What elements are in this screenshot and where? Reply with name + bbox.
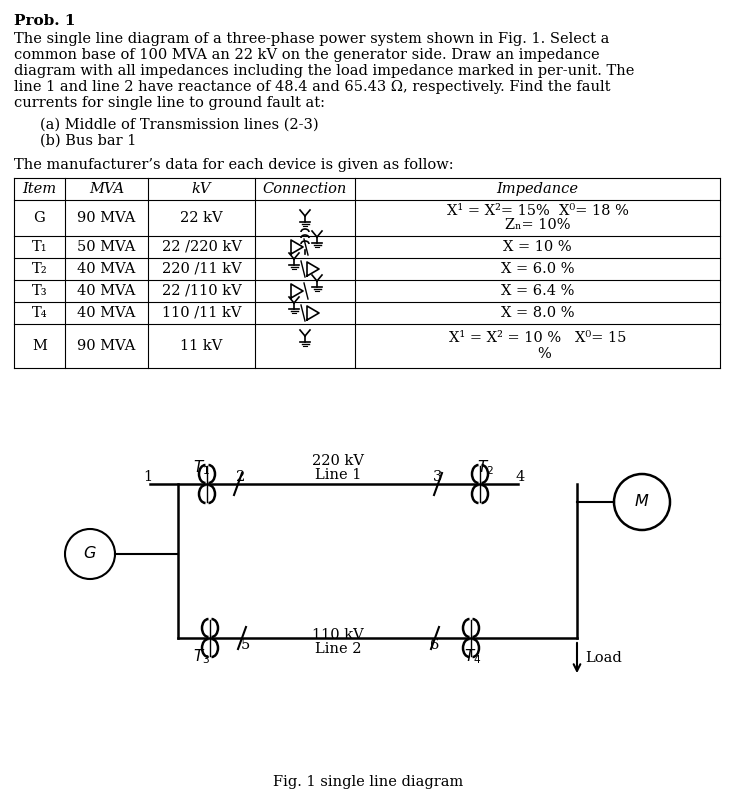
Text: $M$: $M$ xyxy=(634,494,650,511)
Text: $T_2$: $T_2$ xyxy=(476,458,494,477)
Text: T₁: T₁ xyxy=(32,240,47,254)
Text: Zₙ= 10%: Zₙ= 10% xyxy=(505,218,570,232)
Text: The single line diagram of a three-phase power system shown in Fig. 1. Select a: The single line diagram of a three-phase… xyxy=(14,32,609,46)
Text: 6: 6 xyxy=(431,638,439,652)
Text: common base of 100 MVA an 22 kV on the generator side. Draw an impedance: common base of 100 MVA an 22 kV on the g… xyxy=(14,48,600,62)
Text: 40 MVA: 40 MVA xyxy=(77,262,135,276)
Text: 90 MVA: 90 MVA xyxy=(77,211,135,225)
Text: diagram with all impedances including the load impedance marked in per-unit. The: diagram with all impedances including th… xyxy=(14,64,634,78)
Text: The manufacturer’s data for each device is given as follow:: The manufacturer’s data for each device … xyxy=(14,158,453,172)
Text: (b) Bus bar 1: (b) Bus bar 1 xyxy=(40,134,136,148)
Text: kV: kV xyxy=(192,182,211,196)
Text: Item: Item xyxy=(22,182,57,196)
Text: Connection: Connection xyxy=(263,182,347,196)
Text: $T_3$: $T_3$ xyxy=(194,647,210,666)
Text: currents for single line to ground fault at:: currents for single line to ground fault… xyxy=(14,96,325,110)
Text: T₄: T₄ xyxy=(32,306,47,320)
Text: 50 MVA: 50 MVA xyxy=(77,240,135,254)
Text: %: % xyxy=(537,347,551,361)
Text: $G$: $G$ xyxy=(83,545,97,562)
Text: Line 2: Line 2 xyxy=(315,642,361,656)
Text: 220 kV: 220 kV xyxy=(312,454,364,468)
Text: X¹ = X² = 10 %   X⁰= 15: X¹ = X² = 10 % X⁰= 15 xyxy=(449,331,626,345)
Text: G: G xyxy=(34,211,46,225)
Text: 1: 1 xyxy=(144,470,152,484)
Text: T₃: T₃ xyxy=(32,284,47,298)
Text: Fig. 1 single line diagram: Fig. 1 single line diagram xyxy=(273,775,463,789)
Text: $T_4$: $T_4$ xyxy=(464,647,482,666)
Text: 2: 2 xyxy=(236,470,246,484)
Text: MVA: MVA xyxy=(89,182,124,196)
Text: 22 /220 kV: 22 /220 kV xyxy=(161,240,241,254)
Text: 220 /11 kV: 220 /11 kV xyxy=(162,262,241,276)
Text: X = 6.0 %: X = 6.0 % xyxy=(500,262,574,276)
Text: 22 kV: 22 kV xyxy=(180,211,223,225)
Text: (a) Middle of Transmission lines (2-3): (a) Middle of Transmission lines (2-3) xyxy=(40,118,319,132)
Text: 4: 4 xyxy=(515,470,525,484)
Text: 22 /110 kV: 22 /110 kV xyxy=(162,284,241,298)
Text: X = 8.0 %: X = 8.0 % xyxy=(500,306,574,320)
Text: 40 MVA: 40 MVA xyxy=(77,284,135,298)
Text: $T_1$: $T_1$ xyxy=(194,458,210,477)
Text: M: M xyxy=(32,339,47,353)
Text: Line 1: Line 1 xyxy=(315,468,361,482)
Text: X = 10 %: X = 10 % xyxy=(503,240,572,254)
Text: 110 kV: 110 kV xyxy=(312,628,364,642)
Text: X = 6.4 %: X = 6.4 % xyxy=(500,284,574,298)
Text: 3: 3 xyxy=(434,470,442,484)
Text: X¹ = X²= 15%  X⁰= 18 %: X¹ = X²= 15% X⁰= 18 % xyxy=(447,204,629,218)
Text: 40 MVA: 40 MVA xyxy=(77,306,135,320)
Text: Impedance: Impedance xyxy=(497,182,578,196)
Text: Prob. 1: Prob. 1 xyxy=(14,14,76,28)
Text: 11 kV: 11 kV xyxy=(180,339,223,353)
Text: 90 MVA: 90 MVA xyxy=(77,339,135,353)
Text: T₂: T₂ xyxy=(32,262,47,276)
Text: 110 /11 kV: 110 /11 kV xyxy=(162,306,241,320)
Text: line 1 and line 2 have reactance of 48.4 and 65.43 Ω, respectively. Find the fau: line 1 and line 2 have reactance of 48.4… xyxy=(14,80,610,94)
Text: Load: Load xyxy=(585,651,622,665)
Text: 5: 5 xyxy=(241,638,250,652)
